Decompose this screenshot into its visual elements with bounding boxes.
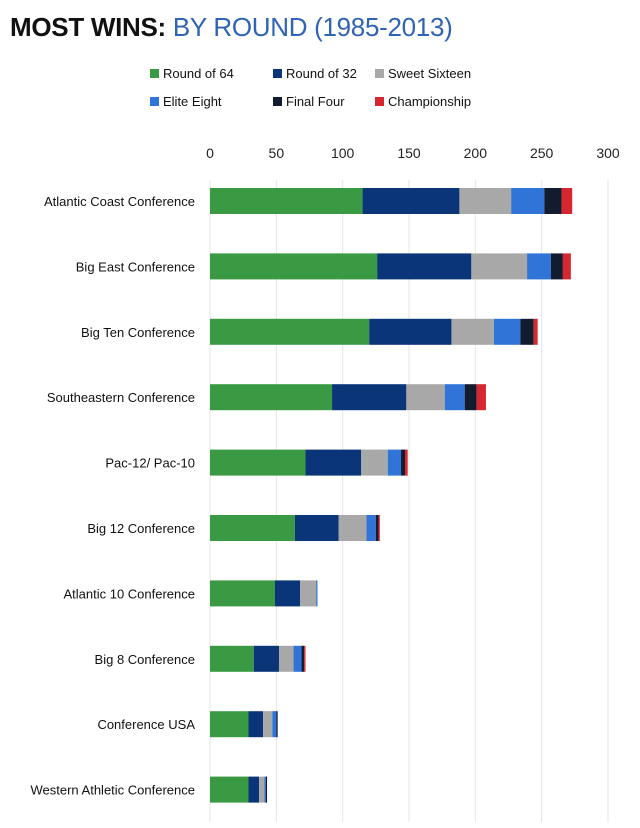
- bar-big-8-conference-elite-eight: [293, 645, 302, 672]
- bar-pac-12-pac-10-sweet-sixteen: [361, 449, 388, 476]
- bar-big-8-conference-round-of-32: [253, 645, 279, 672]
- bar-big-12-conference-final-four: [375, 515, 379, 541]
- legend-swatch-round-of-32: [273, 69, 282, 78]
- bar-big-ten-conference-round-of-32: [369, 318, 452, 345]
- bar-pac-12-pac-10-round-of-64: [210, 449, 306, 476]
- bar-conference-usa-final-four: [276, 711, 278, 738]
- bar-atlantic-coast-conference-round-of-32: [362, 188, 460, 214]
- x-tick-label-250: 250: [530, 145, 554, 161]
- bar-atlantic-coast-conference-final-four: [544, 188, 562, 214]
- category-label-big-ten-conference: Big Ten Conference: [81, 325, 195, 340]
- category-label-conference-usa: Conference USA: [97, 717, 195, 732]
- bar-conference-usa-sweet-sixteen: [263, 711, 273, 738]
- bar-southeastern-conference-elite-eight: [444, 384, 465, 411]
- legend-item-round-of-32: Round of 32: [273, 66, 357, 81]
- chart-title-sub: BY ROUND (1985-2013): [172, 12, 453, 42]
- legend-swatch-sweet-sixteen: [375, 69, 384, 78]
- bar-southeastern-conference-sweet-sixteen: [406, 384, 445, 411]
- category-label-pac-12-pac-10: Pac-12/ Pac-10: [105, 456, 195, 471]
- bar-atlantic-coast-conference-round-of-64: [210, 188, 363, 214]
- bar-pac-12-pac-10-elite-eight: [387, 449, 402, 476]
- x-tick-label-100: 100: [331, 145, 355, 161]
- bar-big-east-conference-round-of-64: [210, 253, 378, 280]
- bar-conference-usa-round-of-64: [210, 711, 249, 738]
- bar-big-8-conference-round-of-64: [210, 645, 254, 672]
- bar-atlantic-10-conference-round-of-64: [210, 580, 276, 607]
- bar-big-ten-conference-championship: [533, 318, 538, 345]
- bar-big-12-conference-round-of-64: [210, 515, 295, 541]
- bar-big-east-conference-elite-eight: [527, 253, 551, 280]
- x-tick-label-300: 300: [596, 145, 620, 161]
- bar-atlantic-coast-conference-sweet-sixteen: [459, 188, 512, 214]
- bar-atlantic-coast-conference-elite-eight: [511, 188, 545, 214]
- x-tick-label-150: 150: [397, 145, 421, 161]
- bar-western-athletic-conference-final-four: [265, 776, 268, 803]
- legend-swatch-round-of-64: [150, 69, 159, 78]
- legend-swatch-final-four: [273, 97, 282, 106]
- bar-big-ten-conference-elite-eight: [493, 318, 521, 345]
- legend-item-sweet-sixteen: Sweet Sixteen: [375, 66, 471, 81]
- chart-title: MOST WINS: BY ROUND (1985-2013): [10, 10, 453, 44]
- bar-big-east-conference-round-of-32: [377, 253, 472, 280]
- bar-big-8-conference-championship: [304, 645, 306, 672]
- x-tick-label-200: 200: [464, 145, 488, 161]
- bar-western-athletic-conference-sweet-sixteen: [259, 776, 265, 803]
- legend-item-elite-eight: Elite Eight: [150, 94, 222, 109]
- bar-southeastern-conference-championship: [476, 384, 486, 411]
- bar-atlantic-10-conference-round-of-32: [275, 580, 301, 607]
- bar-pac-12-pac-10-final-four: [401, 449, 406, 476]
- bar-big-8-conference-final-four: [301, 645, 305, 672]
- bar-atlantic-10-conference-sweet-sixteen: [300, 580, 317, 607]
- bar-big-ten-conference-final-four: [520, 318, 534, 345]
- legend-label-sweet-sixteen: Sweet Sixteen: [388, 66, 472, 81]
- category-label-atlantic-coast-conference: Atlantic Coast Conference: [44, 194, 195, 209]
- bar-big-ten-conference-sweet-sixteen: [451, 318, 494, 345]
- legend-label-championship: Championship: [388, 94, 472, 109]
- bar-big-east-conference-final-four: [550, 253, 563, 280]
- bar-pac-12-pac-10-championship: [405, 449, 408, 476]
- legend-swatch-championship: [375, 97, 384, 106]
- bar-western-athletic-conference-round-of-64: [210, 776, 249, 803]
- category-label-big-east-conference: Big East Conference: [76, 259, 195, 274]
- category-label-big-8-conference: Big 8 Conference: [95, 652, 195, 667]
- bar-big-12-conference-round-of-32: [294, 515, 339, 541]
- bar-southeastern-conference-final-four: [464, 384, 477, 411]
- bar-big-12-conference-sweet-sixteen: [338, 515, 367, 541]
- category-label-southeastern-conference: Southeastern Conference: [47, 390, 195, 405]
- legend-swatch-elite-eight: [150, 97, 159, 106]
- legend-label-round-of-32: Round of 32: [286, 66, 357, 81]
- bar-pac-12-pac-10-round-of-32: [305, 449, 362, 476]
- category-label-western-athletic-conference: Western Athletic Conference: [30, 783, 195, 798]
- bar-atlantic-10-conference-elite-eight: [316, 580, 318, 607]
- x-tick-label-0: 0: [206, 145, 214, 161]
- legend-item-championship: Championship: [375, 94, 471, 109]
- bar-western-athletic-conference-round-of-32: [248, 776, 260, 803]
- bar-big-8-conference-sweet-sixteen: [278, 645, 294, 672]
- bar-southeastern-conference-round-of-32: [332, 384, 407, 411]
- bar-atlantic-coast-conference-championship: [561, 188, 573, 214]
- bar-western-athletic-conference-elite-eight: [264, 776, 266, 803]
- x-tick-label-50: 50: [269, 145, 285, 161]
- bar-big-12-conference-elite-eight: [366, 515, 376, 541]
- bar-conference-usa-elite-eight: [272, 711, 277, 738]
- bar-southeastern-conference-round-of-64: [210, 384, 333, 411]
- legend-item-final-four: Final Four: [273, 94, 345, 109]
- category-label-big-12-conference: Big 12 Conference: [87, 521, 195, 536]
- legend-label-round-of-64: Round of 64: [163, 66, 234, 81]
- bar-big-east-conference-championship: [562, 253, 571, 280]
- legend-label-elite-eight: Elite Eight: [163, 94, 222, 109]
- bar-conference-usa-round-of-32: [248, 711, 264, 738]
- legend-label-final-four: Final Four: [286, 94, 345, 109]
- bar-big-east-conference-sweet-sixteen: [471, 253, 528, 280]
- legend-item-round-of-64: Round of 64: [150, 66, 234, 81]
- chart-title-main: MOST WINS:: [10, 12, 166, 42]
- category-label-atlantic-10-conference: Atlantic 10 Conference: [63, 586, 195, 601]
- bar-big-ten-conference-round-of-64: [210, 318, 370, 345]
- bar-big-12-conference-championship: [378, 515, 380, 541]
